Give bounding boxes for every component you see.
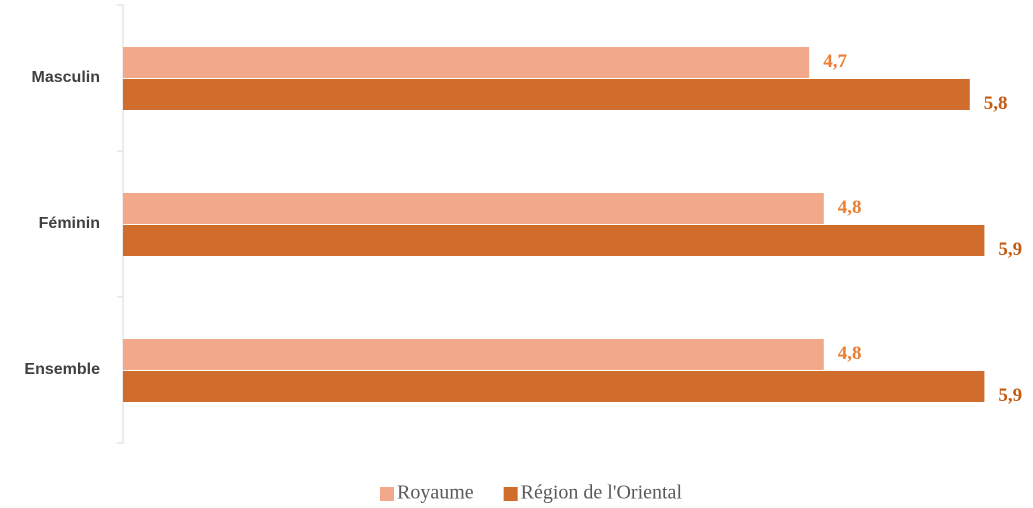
legend-label: Région de l'Oriental <box>521 482 683 504</box>
data-label: 4,8 <box>838 343 862 364</box>
bar <box>123 47 810 78</box>
bar <box>123 79 970 110</box>
legend-swatch <box>503 487 518 501</box>
data-label: 4,8 <box>838 197 862 218</box>
data-label: 5,8 <box>984 93 1008 114</box>
bar <box>123 225 985 256</box>
y-tick-label: Ensemble <box>24 361 100 378</box>
legend-label: Royaume <box>397 482 474 504</box>
y-tick-label: Féminin <box>39 215 100 232</box>
bar <box>123 193 824 224</box>
legend-swatch <box>380 487 394 501</box>
data-label: 5,9 <box>998 385 1022 406</box>
data-label: 5,9 <box>998 239 1022 260</box>
data-label: 4,7 <box>823 51 847 72</box>
y-tick-label: Masculin <box>32 69 100 86</box>
bar <box>123 339 824 370</box>
bar <box>123 371 985 402</box>
